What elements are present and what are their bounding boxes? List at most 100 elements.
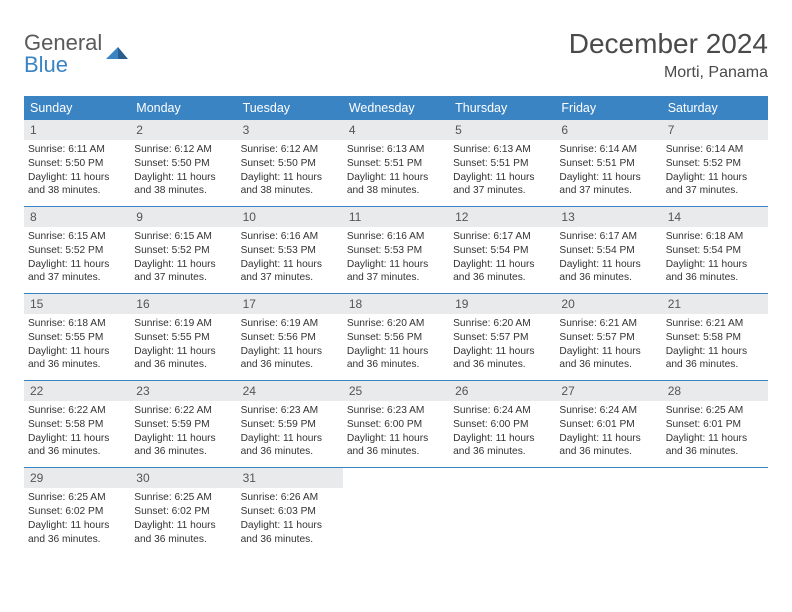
day-number: 26	[449, 381, 555, 401]
day-info: Sunrise: 6:26 AMSunset: 6:03 PMDaylight:…	[237, 491, 343, 546]
day-info: Sunrise: 6:19 AMSunset: 5:55 PMDaylight:…	[130, 317, 236, 372]
day-of-week: Wednesday	[343, 96, 449, 120]
day-cell: 29 Sunrise: 6:25 AMSunset: 6:02 PMDayligh…	[24, 468, 130, 554]
week-row: 29Sunrise: 6:25 AMSunset: 6:02 PMDayligh…	[24, 468, 768, 554]
week-row: 15 Sunrise: 6:18 AMSunset: 5:55 PMDayligh…	[24, 294, 768, 381]
day-info: Sunrise: 6:25 AMSunset: 6:02 PMDaylight:…	[130, 491, 236, 546]
day-cell	[555, 468, 661, 554]
day-of-week: Tuesday	[237, 96, 343, 120]
day-number: 27	[555, 381, 661, 401]
day-info: Sunrise: 6:17 AMSunset: 5:54 PMDaylight:…	[449, 230, 555, 285]
day-number: 21	[662, 294, 768, 314]
day-number: 22	[24, 381, 130, 401]
day-cell: 19 Sunrise: 6:20 AMSunset: 5:57 PMDayligh…	[449, 294, 555, 380]
day-info: Sunrise: 6:12 AMSunset: 5:50 PMDaylight:…	[237, 143, 343, 198]
day-cell: 22 Sunrise: 6:22 AMSunset: 5:58 PMDayligh…	[24, 381, 130, 467]
day-info: Sunrise: 6:14 AMSunset: 5:52 PMDaylight:…	[662, 143, 768, 198]
month-title: December 2024	[569, 28, 768, 60]
day-number: 1	[24, 120, 130, 140]
day-cell: 11 Sunrise: 6:16 AMSunset: 5:53 PMDayligh…	[343, 207, 449, 293]
location: Morti, Panama	[569, 64, 768, 82]
day-number: 15	[24, 294, 130, 314]
day-number: 13	[555, 207, 661, 227]
logo-line1: General	[24, 32, 102, 54]
day-info: Sunrise: 6:25 AMSunset: 6:01 PMDaylight:…	[662, 404, 768, 459]
week-row: 8Sunrise: 6:15 AMSunset: 5:52 PMDaylight…	[24, 207, 768, 294]
day-number: 11	[343, 207, 449, 227]
day-info: Sunrise: 6:20 AMSunset: 5:57 PMDaylight:…	[449, 317, 555, 372]
day-number: 6	[555, 120, 661, 140]
day-number: 5	[449, 120, 555, 140]
day-of-week-row: SundayMondayTuesdayWednesdayThursdayFrid…	[24, 96, 768, 120]
day-cell: 21Sunrise: 6:21 AMSunset: 5:58 PMDayligh…	[662, 294, 768, 380]
day-info: Sunrise: 6:23 AMSunset: 5:59 PMDaylight:…	[237, 404, 343, 459]
logo-mark-icon	[104, 39, 130, 70]
day-cell: 6 Sunrise: 6:14 AMSunset: 5:51 PMDaylight…	[555, 120, 661, 206]
day-info: Sunrise: 6:20 AMSunset: 5:56 PMDaylight:…	[343, 317, 449, 372]
day-info: Sunrise: 6:12 AMSunset: 5:50 PMDaylight:…	[130, 143, 236, 198]
day-cell: 7 Sunrise: 6:14 AMSunset: 5:52 PMDaylight…	[662, 120, 768, 206]
day-info: Sunrise: 6:17 AMSunset: 5:54 PMDaylight:…	[555, 230, 661, 285]
day-cell	[343, 468, 449, 554]
day-number: 3	[237, 120, 343, 140]
day-info: Sunrise: 6:18 AMSunset: 5:55 PMDaylight:…	[24, 317, 130, 372]
day-number: 14	[662, 207, 768, 227]
day-cell: 24 Sunrise: 6:23 AMSunset: 5:59 PMDayligh…	[237, 381, 343, 467]
day-of-week: Saturday	[662, 96, 768, 120]
day-info: Sunrise: 6:22 AMSunset: 5:59 PMDaylight:…	[130, 404, 236, 459]
day-info: Sunrise: 6:22 AMSunset: 5:58 PMDaylight:…	[24, 404, 130, 459]
day-info: Sunrise: 6:18 AMSunset: 5:54 PMDaylight:…	[662, 230, 768, 285]
day-number: 4	[343, 120, 449, 140]
day-cell: 8Sunrise: 6:15 AMSunset: 5:52 PMDaylight…	[24, 207, 130, 293]
day-cell: 5 Sunrise: 6:13 AMSunset: 5:51 PMDaylight…	[449, 120, 555, 206]
day-cell: 15 Sunrise: 6:18 AMSunset: 5:55 PMDayligh…	[24, 294, 130, 380]
day-cell: 3 Sunrise: 6:12 AMSunset: 5:50 PMDaylight…	[237, 120, 343, 206]
day-number: 7	[662, 120, 768, 140]
page-header: General Blue December 2024 Morti, Panama	[24, 28, 768, 82]
day-number: 31	[237, 468, 343, 488]
day-cell: 17Sunrise: 6:19 AMSunset: 5:56 PMDayligh…	[237, 294, 343, 380]
logo-text: General Blue	[24, 32, 102, 76]
day-number: 9	[130, 207, 236, 227]
day-info: Sunrise: 6:13 AMSunset: 5:51 PMDaylight:…	[449, 143, 555, 198]
day-of-week: Friday	[555, 96, 661, 120]
day-of-week: Monday	[130, 96, 236, 120]
day-number: 8	[24, 207, 130, 227]
calendar: SundayMondayTuesdayWednesdayThursdayFrid…	[24, 96, 768, 554]
day-cell: 16 Sunrise: 6:19 AMSunset: 5:55 PMDayligh…	[130, 294, 236, 380]
day-cell: 14 Sunrise: 6:18 AMSunset: 5:54 PMDayligh…	[662, 207, 768, 293]
day-number: 10	[237, 207, 343, 227]
weeks-container: 1 Sunrise: 6:11 AMSunset: 5:50 PMDaylight…	[24, 120, 768, 554]
title-block: December 2024 Morti, Panama	[569, 28, 768, 82]
logo: General Blue	[24, 28, 130, 76]
week-row: 1 Sunrise: 6:11 AMSunset: 5:50 PMDaylight…	[24, 120, 768, 207]
day-number: 19	[449, 294, 555, 314]
day-number: 16	[130, 294, 236, 314]
day-info: Sunrise: 6:24 AMSunset: 6:01 PMDaylight:…	[555, 404, 661, 459]
day-number: 2	[130, 120, 236, 140]
day-number: 23	[130, 381, 236, 401]
day-cell: 2 Sunrise: 6:12 AMSunset: 5:50 PMDaylight…	[130, 120, 236, 206]
day-info: Sunrise: 6:21 AMSunset: 5:57 PMDaylight:…	[555, 317, 661, 372]
day-number: 28	[662, 381, 768, 401]
day-number: 29	[24, 468, 130, 488]
logo-line2: Blue	[24, 54, 102, 76]
day-cell: 31 Sunrise: 6:26 AMSunset: 6:03 PMDayligh…	[237, 468, 343, 554]
day-cell: 12 Sunrise: 6:17 AMSunset: 5:54 PMDayligh…	[449, 207, 555, 293]
day-number: 12	[449, 207, 555, 227]
day-cell: 30Sunrise: 6:25 AMSunset: 6:02 PMDayligh…	[130, 468, 236, 554]
day-number: 18	[343, 294, 449, 314]
day-cell: 23 Sunrise: 6:22 AMSunset: 5:59 PMDayligh…	[130, 381, 236, 467]
day-cell: 4Sunrise: 6:13 AMSunset: 5:51 PMDaylight…	[343, 120, 449, 206]
day-cell: 26Sunrise: 6:24 AMSunset: 6:00 PMDayligh…	[449, 381, 555, 467]
day-info: Sunrise: 6:11 AMSunset: 5:50 PMDaylight:…	[24, 143, 130, 198]
day-cell: 13 Sunrise: 6:17 AMSunset: 5:54 PMDayligh…	[555, 207, 661, 293]
day-info: Sunrise: 6:23 AMSunset: 6:00 PMDaylight:…	[343, 404, 449, 459]
day-info: Sunrise: 6:25 AMSunset: 6:02 PMDaylight:…	[24, 491, 130, 546]
day-number: 24	[237, 381, 343, 401]
day-cell: 28 Sunrise: 6:25 AMSunset: 6:01 PMDayligh…	[662, 381, 768, 467]
day-info: Sunrise: 6:14 AMSunset: 5:51 PMDaylight:…	[555, 143, 661, 198]
day-info: Sunrise: 6:16 AMSunset: 5:53 PMDaylight:…	[343, 230, 449, 285]
day-info: Sunrise: 6:19 AMSunset: 5:56 PMDaylight:…	[237, 317, 343, 372]
day-cell: 27 Sunrise: 6:24 AMSunset: 6:01 PMDayligh…	[555, 381, 661, 467]
